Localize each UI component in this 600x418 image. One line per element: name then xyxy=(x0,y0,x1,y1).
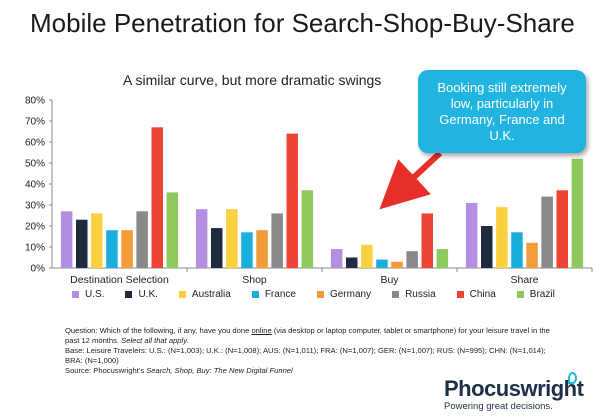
bar-us-1 xyxy=(195,209,208,268)
bar-russia-3 xyxy=(541,196,553,268)
chart-labels: 0% 10% 20% 30% 40% 50% 60% 70% 80% Destination Se… xyxy=(25,96,539,287)
chart-legend: U.S. U.K. Australia France Germany Russia Chin… xyxy=(72,289,576,300)
bar-uk-0 xyxy=(76,219,88,268)
legend-swatch xyxy=(316,291,324,298)
bar-uk-2 xyxy=(346,257,358,268)
bar-us-2 xyxy=(330,249,343,268)
bar-germany-1 xyxy=(256,230,268,268)
bar-brazil-1 xyxy=(301,190,314,268)
legend-item: France xyxy=(251,289,296,300)
y-tick-label: 30% xyxy=(25,201,45,212)
bar-china-2 xyxy=(421,213,433,268)
legend-item: U.K. xyxy=(125,289,158,300)
bar-us-3 xyxy=(465,202,478,268)
x-category-label: Share xyxy=(510,274,538,286)
bar-russia-0 xyxy=(136,211,148,268)
bar-france-2 xyxy=(376,259,388,268)
footnote-question-select: Select all that apply. xyxy=(121,336,189,345)
chart-bars xyxy=(60,127,584,268)
legend-item: Russia xyxy=(392,289,436,300)
footnote-question-online: online xyxy=(251,326,272,335)
legend-swatch xyxy=(178,291,186,298)
bar-us-0 xyxy=(60,211,73,268)
footnote-source-title: Search, Shop, Buy: The New Digital Funne… xyxy=(146,366,293,375)
bar-russia-2 xyxy=(406,251,418,268)
bar-uk-1 xyxy=(211,228,223,268)
callout-box: Booking still extremely low, particularl… xyxy=(418,70,586,153)
bar-brazil-2 xyxy=(436,249,449,268)
bar-uk-3 xyxy=(481,226,493,268)
callout-arrow xyxy=(379,150,443,210)
legend-item: China xyxy=(456,289,496,300)
x-category-label: Shop xyxy=(242,274,267,286)
y-tick-label: 20% xyxy=(25,222,45,233)
bar-france-3 xyxy=(511,232,523,268)
footnote-base-2: BRA: (N=1,000) xyxy=(65,356,119,365)
legend-label: U.K. xyxy=(138,289,158,300)
footnote-base-1: Base: Leisure Travelers: U.S.: (N=1,003)… xyxy=(65,346,546,355)
legend-label: France xyxy=(264,289,296,300)
legend-label: Germany xyxy=(329,289,372,300)
footnote-question-pre: Question: Which of the following, if any… xyxy=(65,326,252,335)
chart-title: A similar curve, but more dramatic swing… xyxy=(123,72,382,88)
bar-brazil-3 xyxy=(571,158,584,268)
bar-germany-3 xyxy=(526,242,538,268)
legend-swatch xyxy=(392,291,400,298)
brand-logo: Phocuswright xyxy=(444,376,584,401)
bar-russia-1 xyxy=(271,213,283,268)
footnote: Question: Which of the following, if any… xyxy=(65,326,565,376)
footnote-source-pre: Source: Phocuswright's xyxy=(65,366,147,375)
legend-label: Australia xyxy=(191,289,231,300)
legend-swatch xyxy=(516,291,524,298)
legend-label: Russia xyxy=(405,289,436,300)
bar-australia-1 xyxy=(226,209,238,268)
slide-title: Mobile Penetration for Search-Shop-Buy-S… xyxy=(30,8,575,38)
y-tick-label: 50% xyxy=(25,159,45,170)
x-category-label: Buy xyxy=(380,274,399,286)
y-tick-label: 40% xyxy=(25,180,45,191)
bar-china-3 xyxy=(556,190,568,268)
logo-mark-icon xyxy=(568,372,577,384)
y-tick-label: 10% xyxy=(25,243,45,254)
legend-item: Germany xyxy=(316,289,372,300)
legend-swatch xyxy=(72,291,79,298)
y-tick-label: 80% xyxy=(25,96,45,107)
legend-swatch xyxy=(251,291,259,298)
legend-item: Brazil xyxy=(516,289,555,300)
bar-china-0 xyxy=(151,127,163,268)
legend-label: Brazil xyxy=(529,289,555,300)
legend-label: U.S. xyxy=(85,289,105,300)
y-tick-label: 60% xyxy=(25,138,45,149)
footnote-question-post: (via desktop or laptop computer, tablet … xyxy=(65,326,550,345)
bar-australia-0 xyxy=(91,213,103,268)
legend-swatch xyxy=(456,291,464,298)
bar-germany-2 xyxy=(391,261,403,268)
bar-france-1 xyxy=(241,232,253,268)
y-tick-label: 70% xyxy=(25,117,45,128)
legend-item: Australia xyxy=(178,289,231,300)
brand-tagline: Powering great decisions. xyxy=(444,401,553,412)
bar-brazil-0 xyxy=(166,192,179,268)
bar-australia-3 xyxy=(496,207,508,268)
bar-france-0 xyxy=(106,230,118,268)
legend-label: China xyxy=(469,289,496,300)
legend-item: U.S. xyxy=(72,289,104,300)
bar-china-1 xyxy=(286,133,298,268)
bar-australia-2 xyxy=(361,244,373,268)
x-category-label: Destination Selection xyxy=(70,274,169,286)
bar-germany-0 xyxy=(121,230,133,268)
legend-swatch xyxy=(125,291,133,298)
y-tick-label: 0% xyxy=(31,264,46,275)
